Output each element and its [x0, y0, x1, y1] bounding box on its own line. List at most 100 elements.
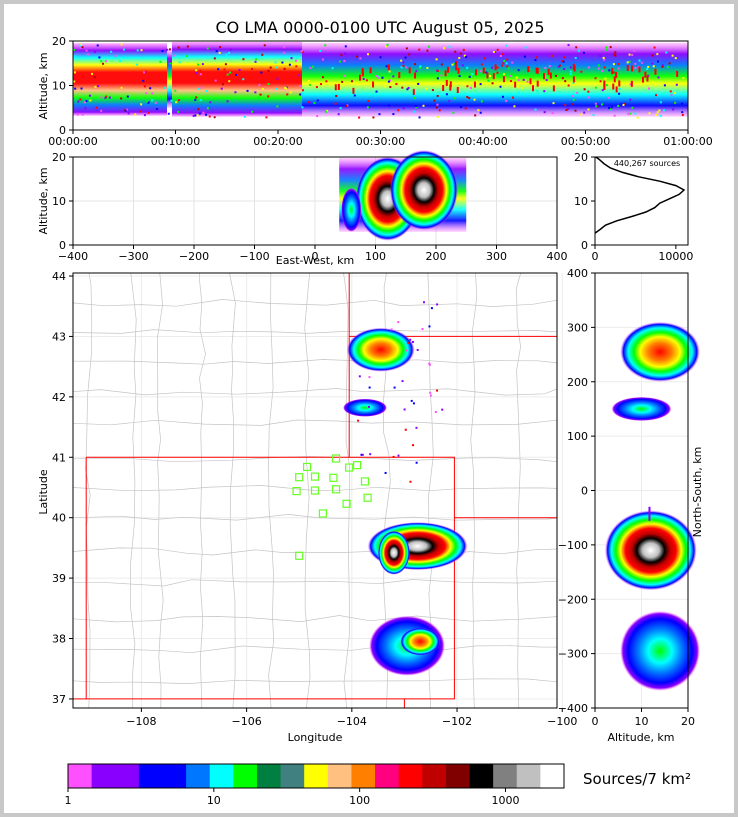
time-height-speckle — [123, 48, 126, 51]
time-height-speckle — [583, 111, 586, 114]
time-height-y-tick-label: 10 — [52, 80, 66, 93]
time-height-core-strike — [603, 83, 606, 90]
time-height-core-strike — [527, 66, 530, 73]
time-height-speckle — [567, 107, 570, 110]
ew-altitude-y-tick-label: 10 — [52, 195, 66, 208]
lma-stations — [292, 454, 372, 560]
time-height-speckle — [511, 61, 514, 64]
time-height-speckle — [603, 58, 606, 61]
time-height-speckle — [378, 113, 381, 116]
time-height-speckle — [201, 63, 204, 66]
time-height-speckle — [255, 58, 258, 61]
time-height-speckle — [339, 60, 342, 63]
time-height-speckle — [242, 58, 245, 61]
time-height-speckle — [435, 106, 438, 109]
time-height-speckle — [453, 97, 456, 100]
time-height-core-strike — [455, 64, 458, 71]
time-height-speckle — [375, 90, 378, 93]
time-height-speckle — [565, 108, 568, 111]
time-height-speckle — [76, 113, 79, 116]
time-height-speckle — [343, 60, 346, 63]
time-height-speckle — [100, 109, 103, 112]
time-height-speckle — [592, 113, 595, 116]
time-height-speckle — [535, 56, 538, 59]
time-height-core-strike — [531, 85, 534, 92]
ew-altitude-x-tick-label: −400 — [58, 250, 88, 263]
time-height-speckle — [214, 79, 217, 82]
time-height-speckle — [567, 84, 570, 87]
time-height-speckle — [601, 103, 604, 106]
ew-altitude-xlabel: East-West, km — [276, 254, 354, 267]
colorbar-label: Sources/7 km² — [583, 770, 691, 788]
time-height-speckle — [286, 93, 289, 96]
time-height-core-strike — [543, 73, 546, 80]
time-height-speckle — [608, 69, 611, 72]
time-height-core-strike — [630, 80, 633, 87]
time-height-speckle — [426, 49, 429, 52]
time-height-band-early — [73, 43, 167, 116]
time-height-speckle — [633, 49, 636, 52]
colorbar-swatch — [233, 764, 258, 788]
time-height-speckle — [339, 107, 342, 110]
colorbar-tick-label: 1 — [65, 794, 72, 807]
time-height-speckle — [388, 79, 391, 82]
time-height-speckle — [517, 79, 520, 82]
time-height-speckle — [127, 112, 130, 115]
altitude-histogram-y-tick-label: 20 — [574, 151, 588, 164]
time-height-speckle — [331, 67, 334, 70]
ns-altitude-y-tick-label: 100 — [567, 430, 588, 443]
time-height-core-strike — [641, 76, 644, 83]
time-height-speckle — [300, 50, 303, 53]
time-height-speckle — [448, 100, 451, 103]
time-height-speckle — [422, 104, 425, 107]
time-height-speckle — [629, 83, 632, 86]
ns-altitude-ylabel: North-South, km — [691, 447, 704, 538]
time-height-speckle — [164, 86, 167, 89]
time-height-speckle — [436, 103, 439, 106]
time-height-speckle — [143, 114, 146, 117]
time-height-speckle — [300, 92, 303, 95]
ew-altitude-x-tick-label: 0 — [312, 250, 319, 263]
time-height-speckle — [440, 63, 443, 66]
time-height-speckle — [295, 65, 298, 68]
time-height-speckle — [79, 98, 82, 101]
time-height-speckle — [199, 73, 202, 76]
ns-altitude-panel: 0 10 20 −400 −300 −200 −100 0 100 200 300 400 Altit… — [558, 267, 704, 744]
altitude-histogram-ticks: 0 10000 0 10 20 — [574, 151, 693, 263]
time-height-speckle — [455, 61, 458, 64]
time-height-speckle — [603, 66, 606, 69]
plan-view-x-tick-label: −108 — [126, 715, 156, 728]
time-height-speckle — [499, 54, 502, 57]
plan-speckle — [407, 341, 410, 344]
time-height-speckle — [483, 57, 486, 60]
time-height-speckle — [289, 91, 292, 94]
time-height-speckle — [194, 98, 197, 101]
time-height-speckle — [303, 109, 306, 112]
time-height-speckle — [335, 94, 338, 97]
colorbar-swatch — [327, 764, 352, 788]
county-line — [268, 272, 275, 709]
time-height-speckle — [74, 87, 77, 90]
plan-view-y-tick-label: 42 — [52, 391, 66, 404]
time-height-speckle — [73, 55, 76, 58]
time-height-speckle — [572, 98, 575, 101]
plan-speckle — [428, 362, 431, 365]
time-height-speckle — [386, 43, 389, 46]
lma-station-marker — [295, 473, 304, 482]
time-height-speckle — [648, 112, 651, 115]
county-line — [72, 299, 558, 307]
ew-altitude-x-tick-label: 300 — [486, 250, 507, 263]
time-height-speckle — [406, 88, 409, 91]
time-height-x-tick-label: 00:00:00 — [48, 135, 97, 148]
time-height-speckle — [526, 80, 529, 83]
time-height-speckle — [98, 56, 101, 59]
time-height-speckle — [653, 46, 656, 49]
county-line — [304, 272, 311, 709]
time-height-speckle — [202, 111, 205, 114]
colorbar-swatch — [540, 764, 565, 788]
plan-speckle — [436, 389, 439, 392]
time-height-speckle — [427, 45, 430, 48]
time-height-band-peak — [172, 41, 302, 117]
lma-station-marker — [310, 486, 320, 495]
time-height-speckle — [379, 56, 382, 59]
